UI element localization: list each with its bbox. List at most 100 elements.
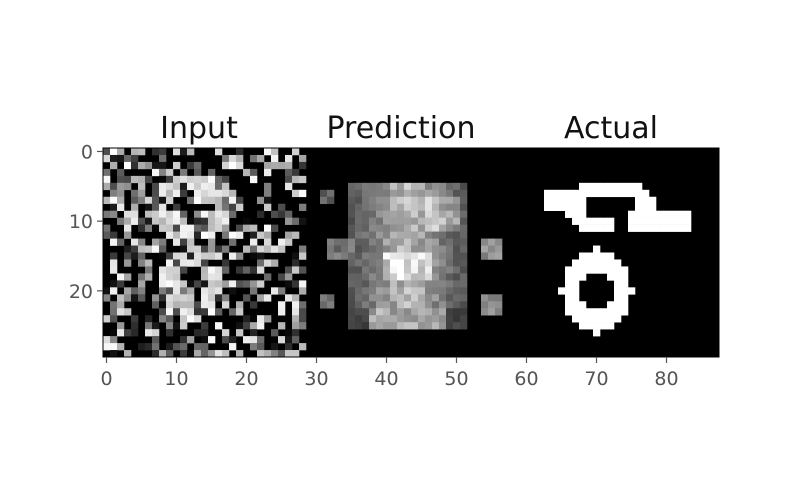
prediction-pixel bbox=[397, 280, 405, 288]
input-pixel bbox=[271, 148, 279, 156]
input-pixel bbox=[110, 148, 118, 156]
input-pixel bbox=[208, 224, 216, 232]
input-pixel bbox=[194, 231, 202, 239]
input-pixel bbox=[166, 294, 174, 302]
prediction-pixel bbox=[453, 301, 461, 309]
prediction-pixel bbox=[348, 231, 356, 239]
input-pixel bbox=[243, 315, 251, 323]
prediction-pixel bbox=[404, 245, 412, 253]
actual-pixel bbox=[544, 203, 552, 211]
input-pixel bbox=[187, 224, 195, 232]
input-pixel bbox=[264, 203, 272, 211]
actual-pixel bbox=[621, 266, 629, 274]
prediction-pixel bbox=[411, 322, 419, 330]
input-pixel bbox=[173, 182, 181, 191]
input-pixel bbox=[243, 266, 251, 274]
input-pixel bbox=[194, 301, 202, 309]
input-pixel bbox=[222, 196, 230, 205]
input-pixel bbox=[243, 280, 251, 288]
prediction-pixel bbox=[460, 203, 468, 211]
input-pixel bbox=[285, 154, 293, 163]
prediction-pixel bbox=[418, 273, 426, 281]
input-pixel bbox=[187, 308, 195, 316]
input-pixel bbox=[166, 301, 174, 309]
input-pixel bbox=[124, 329, 132, 337]
actual-pixel bbox=[558, 287, 566, 295]
input-pixel bbox=[124, 245, 132, 253]
input-pixel bbox=[145, 203, 153, 211]
actual-pixel bbox=[579, 182, 587, 191]
input-pixel bbox=[166, 266, 174, 274]
prediction-pixel bbox=[362, 203, 370, 211]
input-pixel bbox=[257, 154, 265, 163]
prediction-pixel bbox=[404, 238, 412, 246]
prediction-pixel bbox=[432, 308, 440, 316]
prediction-pixel bbox=[390, 322, 398, 330]
actual-pixel bbox=[635, 189, 643, 198]
prediction-pixel bbox=[425, 203, 433, 211]
input-pixel bbox=[117, 322, 125, 330]
input-pixel bbox=[222, 301, 230, 309]
input-pixel bbox=[145, 175, 153, 184]
input-pixel bbox=[180, 266, 188, 274]
input-pixel bbox=[250, 245, 258, 253]
input-pixel bbox=[152, 210, 160, 218]
actual-pixel bbox=[600, 217, 608, 225]
input-pixel bbox=[229, 280, 237, 288]
input-pixel bbox=[285, 210, 293, 218]
prediction-pixel bbox=[376, 315, 384, 323]
prediction-pixel bbox=[425, 273, 433, 281]
prediction-pixel bbox=[348, 273, 356, 281]
input-pixel bbox=[159, 210, 167, 218]
input-pixel bbox=[264, 350, 272, 358]
input-pixel bbox=[180, 252, 188, 260]
input-pixel bbox=[299, 175, 307, 184]
input-pixel bbox=[292, 329, 300, 337]
input-pixel bbox=[145, 224, 153, 232]
input-pixel bbox=[222, 280, 230, 288]
input-pixel bbox=[264, 161, 272, 170]
prediction-pixel bbox=[425, 182, 433, 191]
input-pixel bbox=[180, 287, 188, 295]
prediction-pixel bbox=[446, 280, 454, 288]
prediction-pixel bbox=[439, 224, 447, 232]
actual-pixel bbox=[607, 259, 615, 267]
prediction-pixel bbox=[453, 217, 461, 225]
prediction-pixel bbox=[369, 196, 377, 205]
prediction-pixel bbox=[460, 301, 468, 309]
actual-pixel bbox=[593, 182, 601, 191]
input-pixel bbox=[292, 336, 300, 344]
prediction-pixel bbox=[411, 238, 419, 246]
prediction-pixel bbox=[411, 315, 419, 323]
input-pixel bbox=[278, 210, 286, 218]
actual-pixel bbox=[572, 315, 580, 323]
prediction-pixel bbox=[418, 308, 426, 316]
prediction-pixel bbox=[453, 322, 461, 330]
input-pixel bbox=[124, 252, 132, 260]
actual-pixel bbox=[544, 196, 552, 205]
prediction-pixel bbox=[327, 245, 335, 253]
input-pixel bbox=[159, 252, 167, 260]
input-pixel bbox=[215, 266, 223, 274]
input-pixel bbox=[208, 294, 216, 302]
prediction-pixel bbox=[439, 217, 447, 225]
input-pixel bbox=[138, 175, 146, 184]
input-pixel bbox=[292, 252, 300, 260]
prediction-pixel bbox=[418, 238, 426, 246]
input-pixel bbox=[299, 315, 307, 323]
actual-pixel bbox=[607, 322, 615, 330]
input-pixel bbox=[243, 245, 251, 253]
actual-pixel bbox=[684, 210, 692, 218]
input-pixel bbox=[285, 217, 293, 225]
prediction-pixel bbox=[383, 252, 391, 260]
input-pixel bbox=[257, 210, 265, 218]
prediction-pixel bbox=[439, 231, 447, 239]
input-pixel bbox=[124, 154, 132, 163]
prediction-pixel bbox=[404, 210, 412, 218]
input-pixel bbox=[124, 287, 132, 295]
prediction-pixel bbox=[446, 315, 454, 323]
prediction-pixel bbox=[439, 252, 447, 260]
prediction-pixel bbox=[348, 294, 356, 302]
input-pixel bbox=[180, 217, 188, 225]
prediction-pixel bbox=[481, 301, 489, 309]
